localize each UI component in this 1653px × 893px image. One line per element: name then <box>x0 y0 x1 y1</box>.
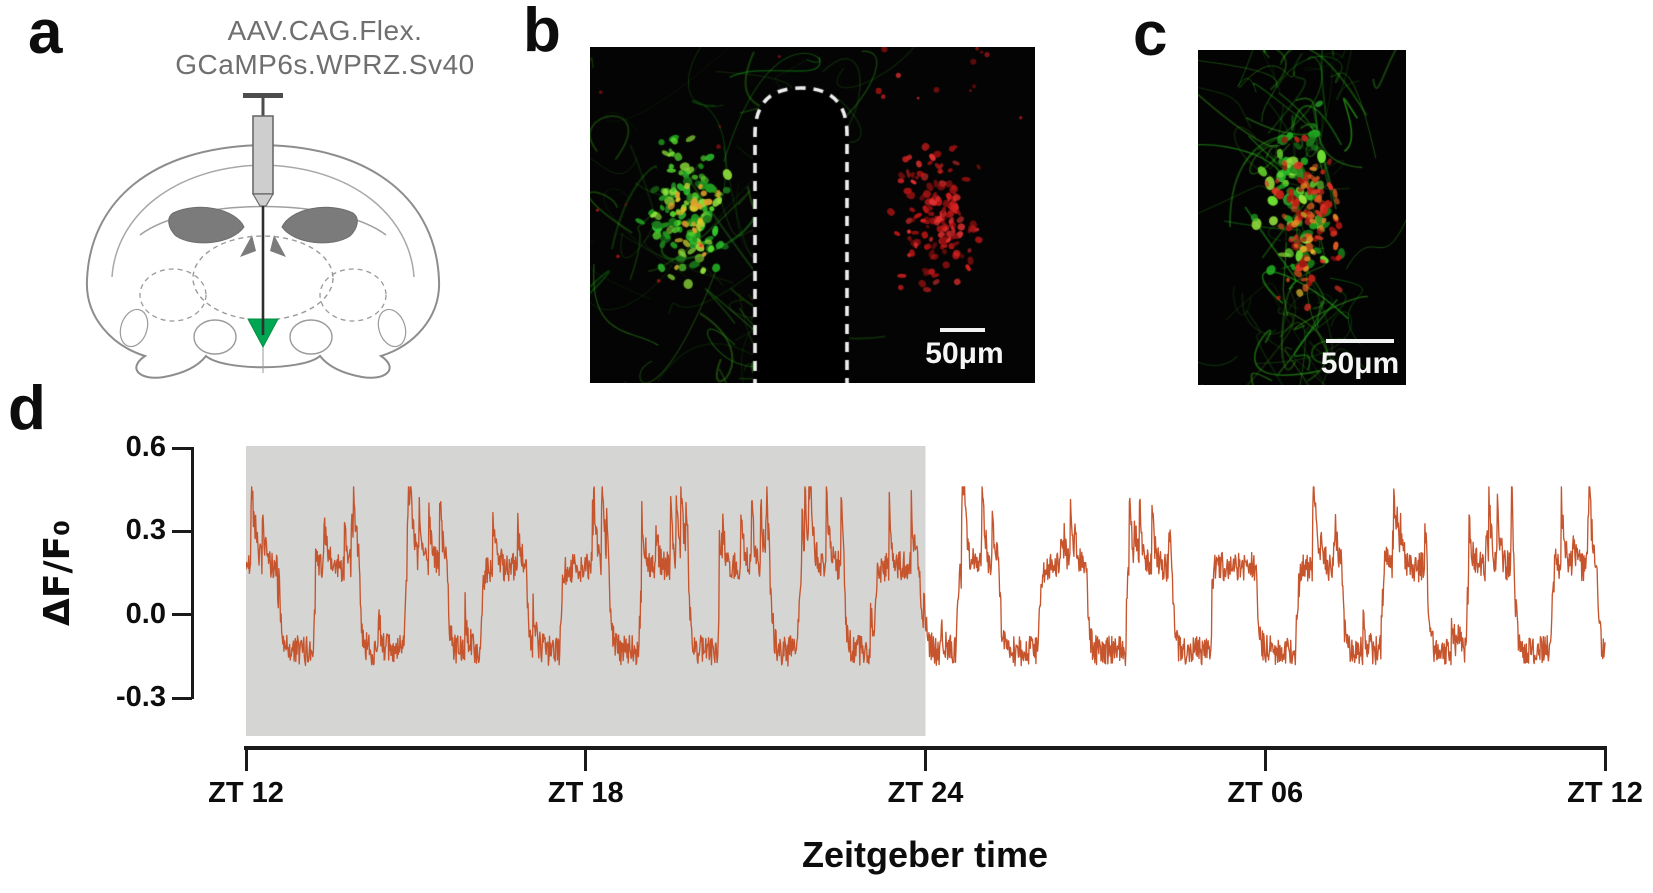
dark-phase-shading <box>246 446 926 736</box>
brain-coronal-diagram <box>85 93 441 379</box>
x-tick-mark <box>244 750 248 771</box>
injection-construct-label: AAV.CAG.Flex. GCaMP6s.WPRZ.Sv40 <box>125 14 525 82</box>
y-tick-mark <box>172 696 192 700</box>
panel-a-letter: a <box>28 0 63 67</box>
y-tick-mark <box>172 613 192 617</box>
x-tick-mark <box>1603 750 1607 771</box>
ventral-nucleus-left-outline <box>193 319 237 355</box>
third-ventricle-right-shape <box>270 235 286 257</box>
third-ventricle-left-shape <box>240 235 256 257</box>
x-tick-label: ZT 06 <box>1227 777 1304 809</box>
panel-c-micrograph: 50μm <box>1198 50 1406 385</box>
y-tick-mark <box>172 446 192 450</box>
x-tick-mark <box>584 750 588 771</box>
panel-d-letter: d <box>8 374 46 443</box>
panel-c-letter: c <box>1133 0 1168 69</box>
panel-b-scalebar <box>940 328 985 332</box>
x-tick-label: ZT 24 <box>887 777 964 809</box>
x-tick-mark <box>1263 750 1267 771</box>
panel-c-fluorescence-image <box>1198 50 1406 385</box>
panel-b-micrograph: 50μm <box>590 47 1035 383</box>
fluorescence-trace <box>246 486 1606 667</box>
ventral-nucleus-right-outline <box>289 319 333 355</box>
calcium-trace-plot <box>246 446 1606 736</box>
x-axis-line <box>244 746 1607 750</box>
x-axis-title: Zeitgeber time <box>801 834 1049 875</box>
syringe-barrel <box>252 115 274 195</box>
x-tick-mark <box>924 750 927 771</box>
panel-b-scalebar-label: 50μm <box>925 337 1004 370</box>
panel-b-letter: b <box>523 0 561 65</box>
ventricle-right-shape <box>281 206 358 244</box>
lateral-nucleus-right-outline <box>377 308 407 348</box>
y-tick-label: -0.3 <box>116 681 166 713</box>
injection-construct-line1: AAV.CAG.Flex. <box>227 15 423 46</box>
y-tick-mark <box>172 529 192 533</box>
panel-c-scalebar <box>1326 339 1394 343</box>
subregion-right-dashed-outline <box>319 268 387 322</box>
panel-c-scalebar-label: 50μm <box>1320 347 1400 380</box>
panel-b-fluorescence-image <box>590 47 1035 383</box>
injection-construct-line2: GCaMP6s.WPRZ.Sv40 <box>175 49 475 80</box>
y-tick-label: 0.0 <box>125 597 166 630</box>
lateral-nucleus-left-outline <box>119 308 149 348</box>
x-tick-label: ZT 12 <box>1567 777 1643 809</box>
syringe-plunger-bar <box>243 93 283 98</box>
thalamus-dashed-outline <box>192 235 334 321</box>
ventricle-left-shape <box>168 206 245 244</box>
x-tick-label: ZT 12 <box>208 777 284 809</box>
y-axis-line <box>191 447 194 699</box>
syringe-barrel-taper <box>251 193 275 207</box>
y-tick-label: 0.3 <box>125 514 166 547</box>
y-tick-label: 0.6 <box>125 431 166 463</box>
subregion-left-dashed-outline <box>139 268 207 322</box>
x-tick-label: ZT 18 <box>547 777 624 809</box>
